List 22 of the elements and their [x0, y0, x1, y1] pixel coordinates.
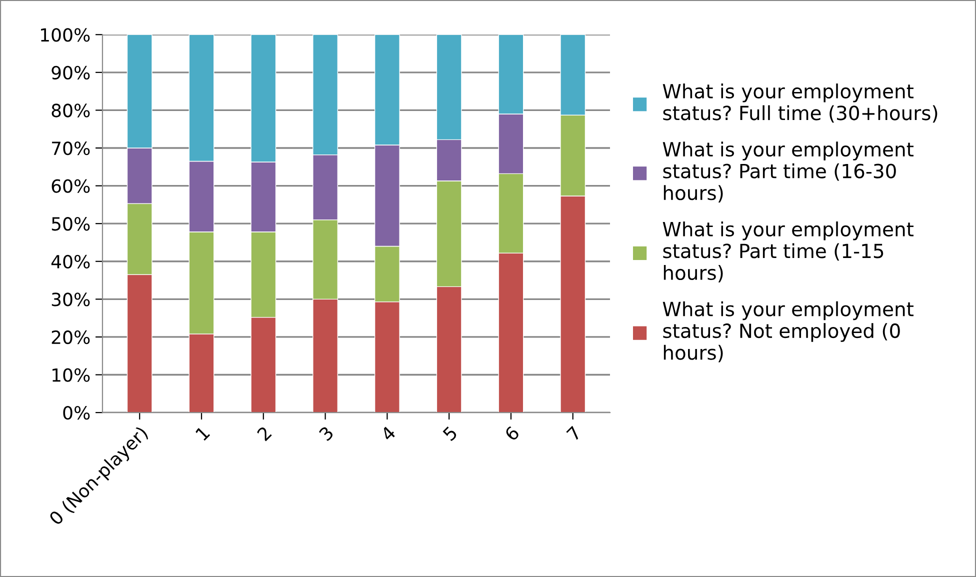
y-tick-label: 40%: [51, 254, 90, 268]
y-tick-label: 50%: [52, 217, 90, 231]
y-tick-label: 90%: [52, 66, 90, 80]
y-tick-label: 20%: [52, 330, 90, 344]
y-tick-label: 60%: [52, 179, 90, 193]
x-tick-label: 2: [256, 426, 272, 442]
x-tick-label: 4: [380, 425, 396, 442]
y-tick-label: 10%: [52, 368, 90, 382]
legend-label: What is your employment status? Part time (1-15 hours): [662, 221, 914, 282]
legend-label: What is your employment status? Not employed (0 hours): [662, 301, 914, 362]
x-tick-label: 3: [318, 426, 334, 442]
x-tick-label: 6: [504, 425, 520, 442]
y-tick-label: 0%: [63, 406, 90, 420]
y-tick-label: 80%: [52, 104, 90, 118]
x-tick-label: 7: [566, 426, 582, 442]
y-tick-label: 100%: [41, 28, 90, 42]
x-tick-label: 5: [442, 426, 458, 442]
y-tick-label: 70%: [52, 141, 90, 156]
legend-label: What is your employment status? Part time (16-30 hours): [662, 142, 914, 202]
y-tick-label: 30%: [52, 292, 90, 306]
legend-label: What is your employment status? Full time (30+hours): [662, 83, 938, 123]
x-tick-label: 1: [195, 426, 210, 441]
